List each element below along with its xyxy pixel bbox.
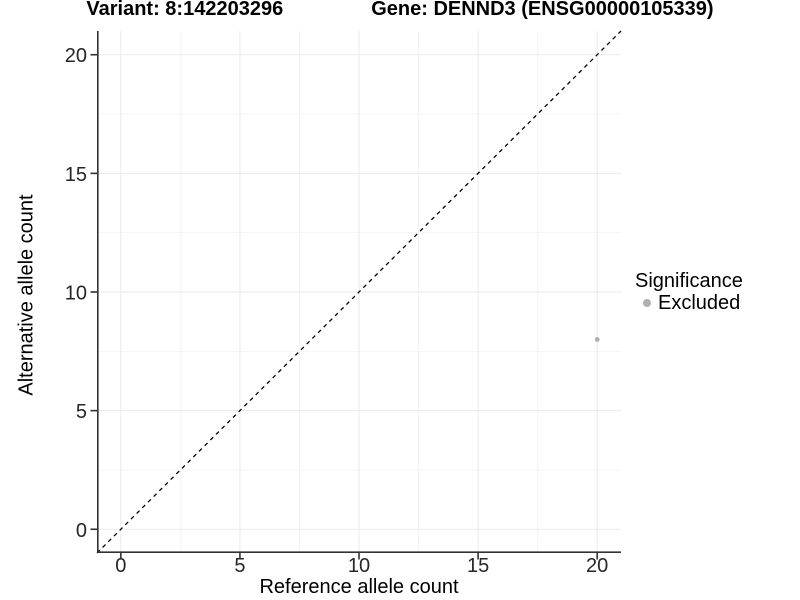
- y-tick-label: 5: [76, 401, 87, 423]
- y-tick-label: 15: [65, 164, 87, 186]
- y-tick-label: 10: [65, 283, 87, 305]
- x-tick-label: 15: [467, 555, 489, 577]
- identity-line: [96, 30, 622, 554]
- title-gene: Gene: DENND3 (ENSG00000105339): [371, 0, 714, 20]
- legend-title: Significance: [635, 270, 743, 292]
- legend-entry-label: Excluded: [658, 291, 741, 314]
- y-tick-label: 0: [76, 520, 87, 542]
- legend-entry: Excluded: [635, 292, 743, 314]
- legend: Significance Excluded: [635, 270, 743, 314]
- x-axis-label: Reference allele count: [259, 576, 459, 598]
- plot-title: Variant: 8:142203296 Gene: DENND3 (ENSG0…: [0, 0, 800, 19]
- title-variant: Variant: 8:142203296: [86, 0, 284, 20]
- x-tick-label: 0: [115, 555, 126, 577]
- x-tick-label: 10: [348, 555, 370, 577]
- y-tick-label: 20: [65, 45, 87, 67]
- x-tick-label: 5: [234, 555, 245, 577]
- legend-point-icon: [643, 299, 651, 307]
- data-point: [594, 337, 600, 342]
- x-tick-label: 20: [586, 555, 608, 577]
- plot-panel: 0 5 10 15 20 0 5 10 15 20: [65, 30, 622, 577]
- y-axis-label: Alternative allele count: [15, 194, 38, 396]
